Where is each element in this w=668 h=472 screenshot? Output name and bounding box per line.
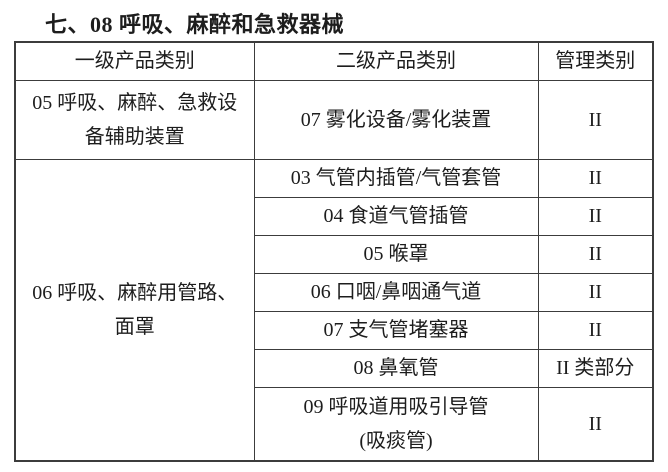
management-class-cell: II <box>537 196 654 236</box>
level2-category-line: 09 呼吸道用吸引导管 <box>303 395 489 418</box>
section-title: 七、08 呼吸、麻醉和急救器械 <box>45 12 345 37</box>
col-header-management-class: 管理类别 <box>537 41 654 81</box>
level2-category-cell: 06 口咽/鼻咽通气道 <box>253 272 539 312</box>
table-row: 05 呼吸、麻醉、急救设 备辅助装置 07 雾化设备/雾化装置 II <box>14 79 654 160</box>
level1-category-cell: 06 呼吸、麻醉用管路、 面罩 <box>14 158 255 462</box>
level1-category-line: 备辅助装置 <box>84 125 185 148</box>
level2-category-cell: 09 呼吸道用吸引导管 (吸痰管) <box>253 386 539 462</box>
table-body: 05 呼吸、麻醉、急救设 备辅助装置 07 雾化设备/雾化装置 II 06 呼吸… <box>14 79 654 462</box>
management-class-cell: II <box>537 310 654 350</box>
management-class-cell: II <box>537 234 654 274</box>
table-row: 09 呼吸道用吸引导管 (吸痰管) II <box>15 386 654 462</box>
management-class-cell: II 类部分 <box>537 348 654 388</box>
level1-category-line: 05 呼吸、麻醉、急救设 <box>32 91 238 114</box>
management-class-cell: II <box>537 272 654 312</box>
level2-category-cell: 07 雾化设备/雾化装置 <box>253 79 539 160</box>
table-header: 一级产品类别 二级产品类别 管理类别 <box>14 41 654 81</box>
table-row: 06 口咽/鼻咽通气道 II <box>15 272 654 312</box>
management-class-cell: II <box>537 79 654 160</box>
level1-category-line: 面罩 <box>114 315 155 338</box>
management-class-cell: II <box>537 158 654 198</box>
col-header-level1-category: 一级产品类别 <box>14 41 255 81</box>
table-row: 06 呼吸、麻醉用管路、 面罩 03 气管内插管/气管套管 II <box>14 158 654 462</box>
level2-category-cell: 08 鼻氧管 <box>253 348 539 388</box>
level2-category-cell: 04 食道气管插管 <box>253 196 539 236</box>
col-header-level2-category: 二级产品类别 <box>253 41 539 81</box>
level1-category-cell: 05 呼吸、麻醉、急救设 备辅助装置 <box>14 79 255 160</box>
table-header-row: 一级产品类别 二级产品类别 管理类别 <box>14 41 654 81</box>
table-row: 04 食道气管插管 II <box>15 196 654 236</box>
management-class-cell: II <box>537 386 654 462</box>
table-row: 08 鼻氧管 II 类部分 <box>15 348 654 388</box>
level2-category-cell: 07 支气管堵塞器 <box>253 310 539 350</box>
level2-category-cell: 05 喉罩 <box>253 234 539 274</box>
level2-category-cell: 03 气管内插管/气管套管 <box>253 158 539 198</box>
product-category-table: 一级产品类别 二级产品类别 管理类别 05 呼吸、麻醉、急救设 备辅助装置 07… <box>14 41 654 462</box>
table-row: 07 支气管堵塞器 II <box>15 310 654 350</box>
level2-category-line: (吸痰管) <box>359 429 433 452</box>
level1-category-line: 06 呼吸、麻醉用管路、 <box>32 281 238 304</box>
